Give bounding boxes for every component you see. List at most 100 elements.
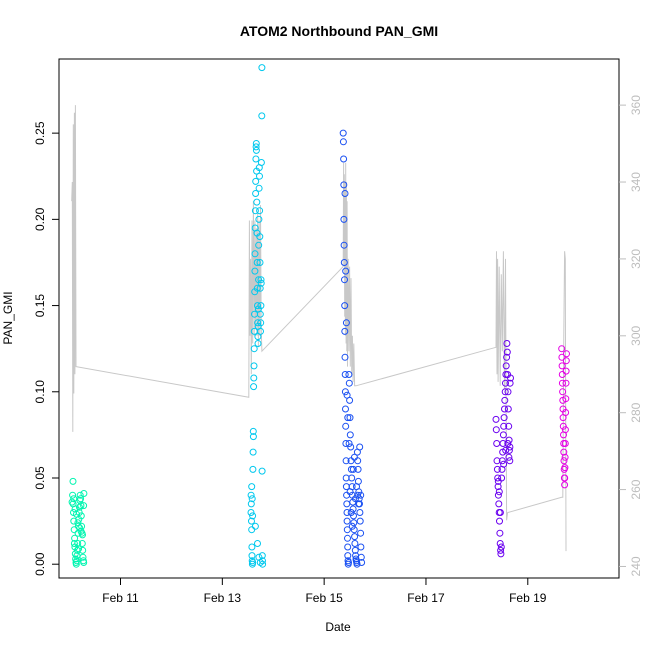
data-point bbox=[255, 184, 263, 192]
data-point bbox=[558, 371, 566, 378]
x-tick-label: Feb 13 bbox=[204, 591, 242, 605]
data-point bbox=[342, 422, 350, 430]
data-point bbox=[249, 512, 257, 520]
data-point bbox=[344, 543, 352, 551]
y-tick-label: 0.10 bbox=[33, 380, 47, 404]
data-point bbox=[77, 502, 85, 510]
data-point bbox=[560, 457, 568, 465]
data-point bbox=[341, 327, 349, 335]
data-point bbox=[351, 546, 359, 554]
data-point bbox=[502, 446, 510, 454]
data-point bbox=[341, 190, 349, 197]
data-point bbox=[344, 414, 352, 422]
data-point bbox=[492, 415, 500, 423]
data-point bbox=[75, 545, 83, 553]
data-point bbox=[351, 540, 359, 547]
data-point bbox=[256, 172, 263, 180]
y2-tick-label: 360 bbox=[629, 95, 643, 115]
data-point bbox=[74, 540, 82, 547]
chart-title: ATOM2 Northbound PAN_GMI bbox=[240, 23, 438, 39]
data-point bbox=[248, 483, 256, 491]
data-point bbox=[504, 440, 512, 447]
data-point bbox=[250, 362, 258, 370]
data-point bbox=[340, 215, 348, 223]
data-point bbox=[253, 198, 261, 206]
data-point bbox=[343, 500, 351, 508]
line-series bbox=[71, 105, 567, 552]
data-point bbox=[498, 457, 506, 465]
data-point bbox=[497, 550, 505, 558]
data-point bbox=[495, 488, 503, 496]
data-point bbox=[71, 505, 79, 513]
data-point bbox=[493, 457, 501, 465]
data-point bbox=[339, 138, 347, 146]
data-point bbox=[493, 465, 501, 473]
data-point bbox=[562, 367, 570, 375]
data-point bbox=[80, 490, 88, 497]
data-point bbox=[351, 495, 359, 503]
data-point bbox=[355, 495, 363, 503]
data-point bbox=[247, 491, 255, 499]
data-point bbox=[501, 405, 508, 413]
data-point bbox=[494, 477, 502, 485]
data-point bbox=[347, 443, 355, 451]
data-point bbox=[70, 517, 78, 525]
data-point bbox=[350, 526, 358, 534]
data-point bbox=[561, 426, 569, 434]
x-tick-label: Feb 11 bbox=[102, 591, 139, 605]
data-point bbox=[559, 388, 567, 396]
data-point bbox=[506, 379, 514, 387]
data-point bbox=[357, 543, 365, 551]
data-point bbox=[505, 453, 513, 461]
data-point bbox=[346, 431, 354, 439]
data-point bbox=[358, 559, 366, 566]
data-point bbox=[341, 388, 349, 396]
data-point bbox=[559, 422, 567, 430]
data-point bbox=[340, 181, 348, 189]
data-point bbox=[255, 553, 263, 561]
data-point bbox=[342, 267, 350, 275]
data-point bbox=[348, 522, 356, 530]
data-point bbox=[356, 443, 364, 451]
data-point bbox=[497, 546, 505, 554]
y-tick-label: 0.15 bbox=[33, 294, 47, 318]
data-point bbox=[343, 491, 351, 499]
data-point bbox=[258, 552, 266, 560]
data-point bbox=[251, 522, 259, 530]
data-point bbox=[353, 560, 361, 568]
data-point bbox=[247, 500, 255, 508]
data-point bbox=[256, 284, 264, 292]
data-point bbox=[339, 129, 347, 137]
data-point bbox=[496, 540, 504, 547]
data-point bbox=[495, 500, 503, 508]
data-point bbox=[254, 340, 262, 347]
data-point bbox=[562, 379, 570, 387]
data-point bbox=[253, 284, 261, 292]
data-point bbox=[256, 259, 264, 266]
data-point bbox=[345, 559, 352, 566]
data-point bbox=[342, 405, 349, 413]
data-point bbox=[340, 241, 348, 249]
data-point bbox=[356, 517, 364, 525]
y2-tick-label: 340 bbox=[629, 172, 643, 192]
data-point bbox=[70, 540, 78, 547]
data-point bbox=[253, 259, 261, 266]
data-point bbox=[499, 431, 507, 439]
data-point bbox=[496, 517, 503, 525]
data-point bbox=[497, 543, 505, 551]
data-point bbox=[357, 491, 365, 499]
data-point bbox=[345, 371, 353, 378]
y2-tick-label: 280 bbox=[629, 402, 643, 422]
data-point bbox=[257, 327, 264, 335]
data-point bbox=[256, 310, 264, 318]
data-point bbox=[73, 546, 81, 554]
data-point bbox=[505, 446, 513, 454]
data-point bbox=[345, 379, 353, 387]
data-point bbox=[502, 362, 510, 370]
data-point bbox=[254, 540, 261, 547]
data-point bbox=[71, 534, 79, 542]
data-point bbox=[80, 559, 88, 566]
data-point bbox=[342, 457, 350, 465]
data-point bbox=[257, 276, 265, 284]
